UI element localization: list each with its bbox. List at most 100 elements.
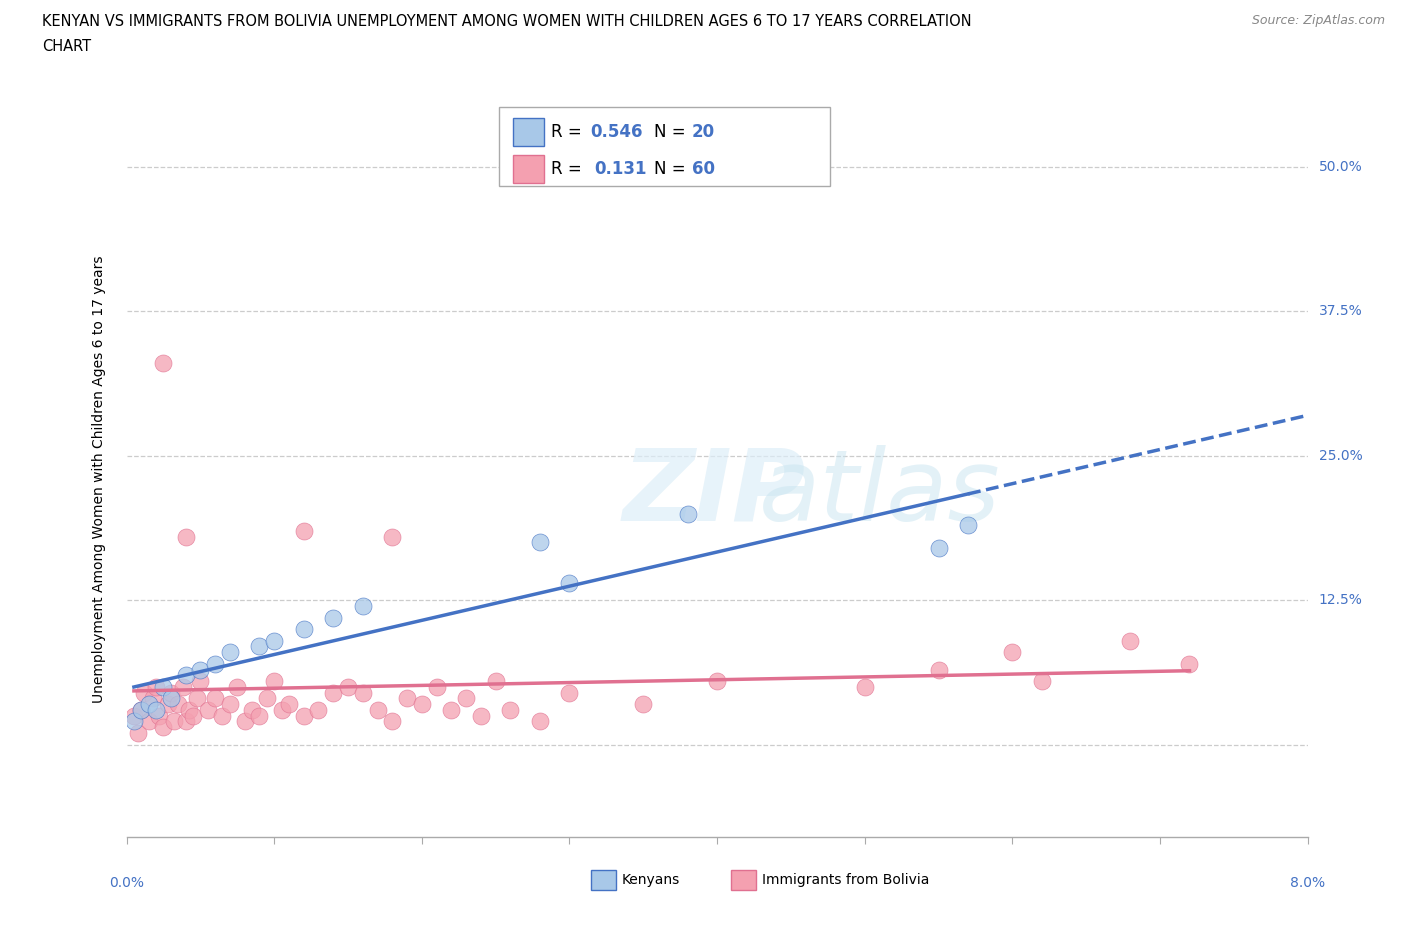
Point <box>956 518 979 533</box>
Text: Immigrants from Bolivia: Immigrants from Bolivia <box>762 872 929 887</box>
Text: CHART: CHART <box>42 39 91 54</box>
Text: 12.5%: 12.5% <box>1319 593 1362 607</box>
Point <box>138 714 160 729</box>
Point <box>263 673 285 688</box>
Point <box>337 680 360 695</box>
Point <box>129 702 153 717</box>
Point <box>247 709 270 724</box>
Point <box>177 702 200 717</box>
Text: 8.0%: 8.0% <box>1291 876 1324 890</box>
Point <box>1119 633 1142 648</box>
Point <box>631 697 654 711</box>
Point <box>1031 673 1053 688</box>
Point <box>197 702 219 717</box>
Point <box>145 680 167 695</box>
Point <box>411 697 433 711</box>
Text: R =: R = <box>551 160 592 179</box>
Point <box>174 668 197 683</box>
Point <box>172 680 194 695</box>
Text: N =: N = <box>654 160 690 179</box>
Text: 60: 60 <box>692 160 714 179</box>
Text: N =: N = <box>654 123 690 141</box>
Point <box>204 657 226 671</box>
Point <box>129 702 153 717</box>
Point <box>148 709 170 724</box>
Text: 0.546: 0.546 <box>591 123 643 141</box>
Point <box>1178 657 1201 671</box>
Point <box>263 633 285 648</box>
Point <box>181 709 204 724</box>
Point <box>1001 644 1024 659</box>
Point <box>142 691 165 706</box>
Text: 25.0%: 25.0% <box>1319 449 1362 463</box>
Point <box>188 662 211 677</box>
Point <box>163 714 186 729</box>
Point <box>270 702 292 717</box>
Point <box>138 697 160 711</box>
Point <box>322 610 344 625</box>
Point <box>159 685 183 700</box>
Point <box>558 685 581 700</box>
Point <box>366 702 388 717</box>
Point <box>167 697 190 711</box>
Point <box>256 691 278 706</box>
Point <box>499 702 522 717</box>
Point <box>233 714 256 729</box>
Point <box>134 685 156 700</box>
Point <box>145 702 167 717</box>
Point <box>226 680 249 695</box>
Point <box>928 662 950 677</box>
Text: ZIP: ZIP <box>623 445 806 542</box>
Point <box>352 599 374 614</box>
Text: 20: 20 <box>692 123 714 141</box>
Point <box>218 644 242 659</box>
Point <box>159 691 183 706</box>
Point <box>204 691 226 706</box>
Text: 0.0%: 0.0% <box>110 876 143 890</box>
Point <box>240 702 263 717</box>
Text: 0.131: 0.131 <box>595 160 647 179</box>
Point <box>152 680 174 695</box>
Point <box>292 621 315 636</box>
Point <box>122 714 145 729</box>
Point <box>174 714 197 729</box>
Point <box>218 697 242 711</box>
Point <box>292 709 315 724</box>
Point <box>706 673 728 688</box>
Point <box>529 535 551 550</box>
Point <box>440 702 463 717</box>
Point <box>186 691 208 706</box>
Point <box>381 714 404 729</box>
Point <box>152 356 174 371</box>
Point <box>352 685 374 700</box>
Point <box>156 697 179 711</box>
Text: KENYAN VS IMMIGRANTS FROM BOLIVIA UNEMPLOYMENT AMONG WOMEN WITH CHILDREN AGES 6 : KENYAN VS IMMIGRANTS FROM BOLIVIA UNEMPL… <box>42 14 972 29</box>
Point <box>484 673 508 688</box>
Point <box>396 691 419 706</box>
Point <box>381 529 404 544</box>
Point <box>853 680 876 695</box>
Point <box>470 709 492 724</box>
Point <box>292 524 315 538</box>
Point <box>278 697 301 711</box>
Text: Source: ZipAtlas.com: Source: ZipAtlas.com <box>1251 14 1385 27</box>
Y-axis label: Unemployment Among Women with Children Ages 6 to 17 years: Unemployment Among Women with Children A… <box>91 255 105 703</box>
Point <box>122 709 145 724</box>
Text: 50.0%: 50.0% <box>1319 160 1362 174</box>
Point <box>247 639 270 654</box>
Point <box>127 725 149 740</box>
Text: atlas: atlas <box>758 445 1000 542</box>
Point <box>529 714 551 729</box>
Text: 37.5%: 37.5% <box>1319 304 1362 318</box>
Point <box>152 720 174 735</box>
Point <box>188 673 211 688</box>
Point <box>322 685 344 700</box>
Text: R =: R = <box>551 123 588 141</box>
Point <box>425 680 447 695</box>
Point <box>211 709 233 724</box>
Point <box>928 541 950 556</box>
Point <box>454 691 477 706</box>
Point <box>676 506 699 521</box>
Point <box>174 529 197 544</box>
Point <box>307 702 329 717</box>
